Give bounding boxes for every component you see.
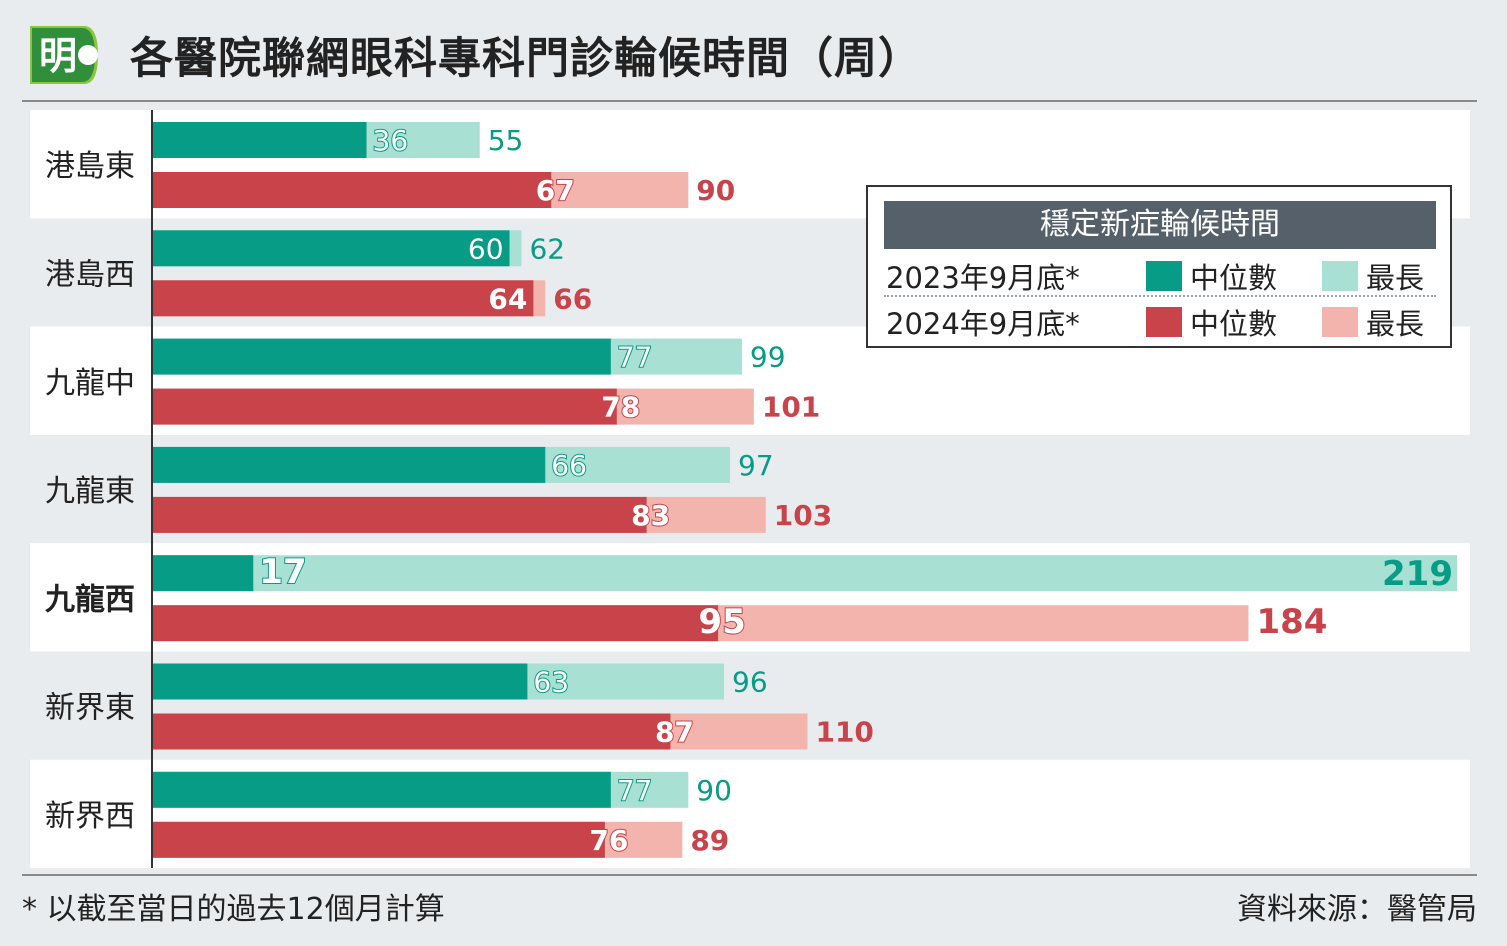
legend-heading: 穩定新症輪候時間: [884, 201, 1436, 249]
swatch-median-2024: [1146, 307, 1182, 337]
legend-year-2023: 2023年9月底*: [886, 261, 1080, 295]
swatch-max-2024: [1322, 307, 1358, 337]
value-label-median-2023: 77: [617, 774, 653, 807]
value-label-max-2023: 99: [750, 341, 786, 374]
value-label-max-2024: 101: [762, 391, 820, 424]
source-credit: 資料來源：醫管局: [1237, 892, 1477, 927]
bar-median-2024: [152, 605, 719, 642]
bar-median-2024: [152, 280, 534, 317]
value-label-max-2023: 97: [738, 449, 774, 482]
footer-divider: [22, 874, 1477, 876]
value-label-max-2023: 90: [696, 774, 732, 807]
value-label-median-2023: 60: [468, 232, 504, 265]
bar-median-2023: [152, 663, 528, 700]
category-label: 新界西: [45, 799, 135, 834]
logo-text: 明: [39, 34, 77, 78]
value-label-median-2024: 78: [601, 391, 640, 424]
legend-box: 穩定新症輪候時間 2023年9月底* 中位數 最長 2024年9月底* 中位數 …: [866, 185, 1452, 348]
category-label: 九龍西: [45, 582, 135, 617]
value-label-median-2023: 17: [259, 552, 306, 592]
bar-median-2023: [152, 338, 611, 375]
legend-row-2023: 2023年9月底* 中位數 最長: [884, 253, 1436, 297]
bar-median-2024: [152, 496, 647, 533]
bar-median-2024: [152, 388, 617, 425]
value-label-max-2024: 66: [553, 282, 592, 315]
legend-max-2023: 最長: [1366, 261, 1425, 295]
footnote: * 以截至當日的過去12個月計算: [22, 892, 445, 927]
value-label-median-2024: 95: [698, 602, 745, 642]
value-label-median-2023: 77: [617, 341, 653, 374]
swatch-median-2023: [1146, 261, 1182, 291]
value-label-max-2024: 103: [774, 499, 832, 532]
chart-title: 各醫院聯網眼科專科門診輪候時間（周）: [130, 34, 922, 84]
legend-year-2024: 2024年9月底*: [886, 307, 1080, 341]
value-label-max-2023: 219: [1382, 554, 1453, 594]
value-label-max-2024: 90: [696, 174, 735, 207]
value-label-median-2023: 36: [373, 124, 409, 157]
bar-median-2023: [152, 555, 254, 592]
category-label: 九龍東: [45, 474, 135, 509]
category-label: 新界東: [45, 691, 135, 726]
bar-median-2024: [152, 172, 552, 208]
value-label-median-2024: 83: [631, 499, 670, 532]
ming-pao-logo: 明: [30, 26, 98, 84]
bar-median-2024: [152, 713, 671, 750]
legend-divider: [884, 295, 1436, 297]
legend-max-2024: 最長: [1366, 307, 1425, 341]
category-label: 港島東: [45, 149, 135, 184]
bar-median-2023: [152, 230, 510, 267]
bar-median-2023: [152, 446, 546, 483]
chart-header: 明 各醫院聯網眼科專科門診輪候時間（周）: [0, 0, 1507, 100]
value-label-median-2024: 64: [488, 282, 527, 315]
value-label-median-2024: 67: [536, 174, 575, 207]
bar-median-2024: [152, 821, 605, 858]
legend-median-2024: 中位數: [1190, 307, 1278, 341]
swatch-max-2023: [1322, 261, 1358, 291]
value-label-median-2024: 76: [589, 824, 628, 857]
legend-median-2023: 中位數: [1190, 261, 1278, 295]
title-divider: [22, 100, 1477, 102]
value-label-max-2024: 89: [690, 824, 729, 857]
value-label-median-2023: 63: [533, 666, 569, 699]
bar-median-2023: [152, 771, 611, 808]
bar-median-2023: [152, 122, 367, 158]
value-label-max-2023: 55: [488, 124, 524, 157]
value-label-median-2023: 66: [551, 449, 587, 482]
value-label-max-2024: 184: [1256, 602, 1327, 642]
value-label-max-2024: 110: [815, 716, 873, 749]
bar-max-2023: [152, 555, 1457, 592]
value-label-max-2023: 96: [732, 666, 768, 699]
category-label: 九龍中: [45, 366, 135, 401]
value-label-median-2024: 87: [655, 716, 694, 749]
value-label-max-2023: 62: [529, 232, 565, 265]
category-label: 港島西: [45, 257, 135, 292]
legend-row-2024: 2024年9月底* 中位數 最長: [884, 299, 1436, 343]
